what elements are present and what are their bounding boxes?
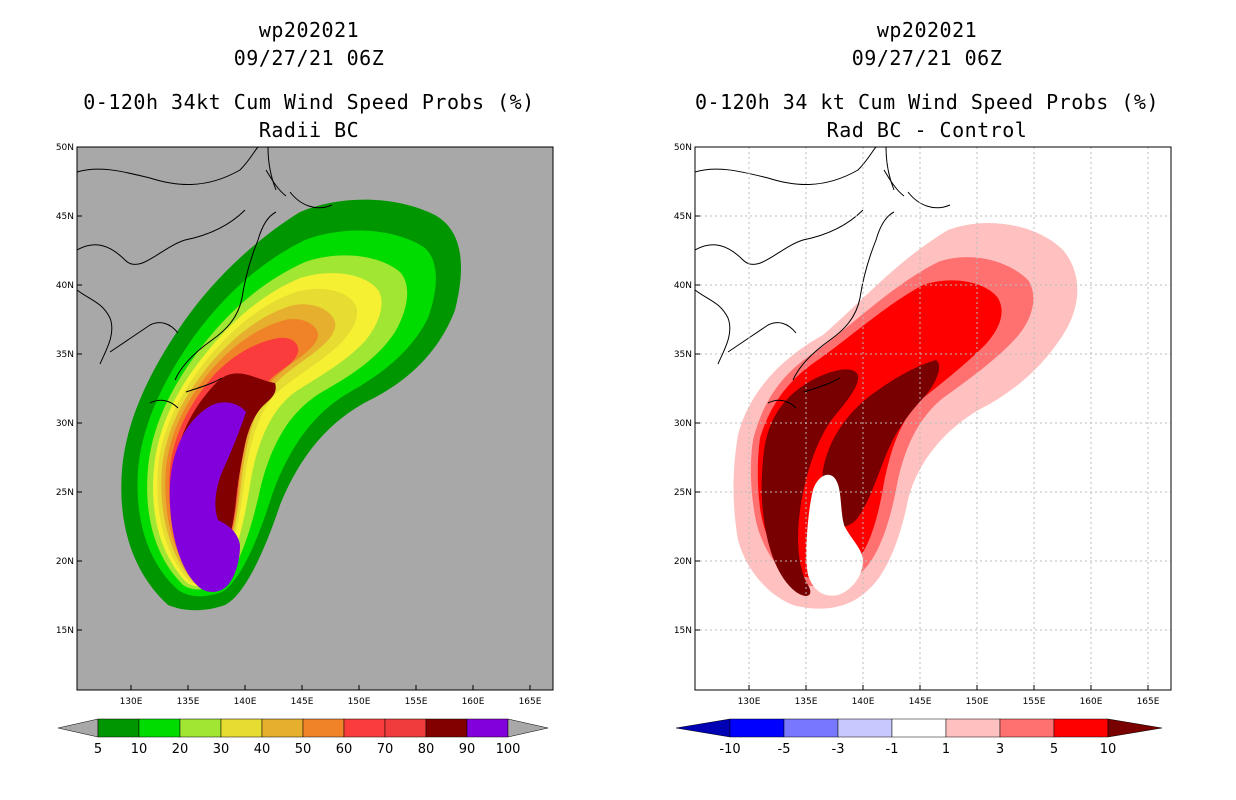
colorbar-swatch bbox=[384, 718, 427, 738]
subtitle: Radii BC bbox=[258, 118, 360, 142]
lon-tick-label: 130E bbox=[738, 697, 761, 707]
lon-tick-label: 135E bbox=[177, 697, 200, 707]
colorbar-swatch bbox=[261, 718, 304, 738]
lat-tick-label: 30N bbox=[56, 419, 74, 429]
colorbar-label: 80 bbox=[418, 742, 435, 757]
product-title: 0-120h 34 kt Cum Wind Speed Probs (%) bbox=[694, 90, 1160, 114]
difference-map: 130E 135E 140E 145E 150E 155E 160E 165E 50N 45N 40… bbox=[674, 143, 1172, 757]
prob-90-band bbox=[169, 402, 246, 592]
lon-tick-label: 165E bbox=[519, 697, 542, 707]
colorbar-swatch bbox=[945, 718, 1001, 738]
lon-tick-label: 145E bbox=[291, 697, 314, 707]
lon-tick-label: 130E bbox=[120, 697, 143, 707]
colorbar-arrow-left bbox=[57, 718, 99, 738]
coastlines bbox=[695, 147, 951, 409]
colorbar-label: -5 bbox=[778, 742, 791, 757]
datetime-title: 09/27/21 06Z bbox=[851, 46, 1003, 70]
lat-tick-label: 20N bbox=[56, 557, 74, 567]
colorbar-swatch bbox=[729, 718, 785, 738]
colorbar-label: 100 bbox=[496, 742, 521, 757]
lon-tick-label: 145E bbox=[909, 697, 932, 707]
lat-tick-label: 20N bbox=[674, 557, 692, 567]
datetime-title: 09/27/21 06Z bbox=[233, 46, 385, 70]
colorbar-label: 30 bbox=[213, 742, 230, 757]
diff-10-band-west bbox=[761, 369, 859, 596]
colorbar-label: 10 bbox=[1100, 742, 1117, 757]
lon-tick-label: 160E bbox=[462, 697, 485, 707]
colorbar-swatch bbox=[837, 718, 893, 738]
lat-tick-label: 35N bbox=[674, 350, 692, 360]
lat-tick-label: 40N bbox=[56, 281, 74, 291]
lon-tick-label: 135E bbox=[795, 697, 818, 707]
colorbar-label: 40 bbox=[254, 742, 271, 757]
colorbar-swatch bbox=[1053, 718, 1109, 738]
colorbar-swatch bbox=[891, 718, 947, 738]
colorbar-arrow-left bbox=[675, 718, 731, 738]
colorbar-arrow-right bbox=[1107, 718, 1163, 738]
lat-tick-label: 25N bbox=[674, 488, 692, 498]
difference-contours bbox=[733, 222, 1078, 609]
colorbar-label: 70 bbox=[377, 742, 394, 757]
colorbar-label: 3 bbox=[996, 742, 1004, 757]
diff-neutral-pocket bbox=[806, 474, 863, 596]
lat-tick-label: 45N bbox=[56, 212, 74, 222]
colorbar-label: 20 bbox=[172, 742, 189, 757]
lat-tick-label: 50N bbox=[674, 143, 692, 153]
colorbar-label: 10 bbox=[131, 742, 148, 757]
colorbar-swatch bbox=[425, 718, 468, 738]
colorbar-arrow-right bbox=[507, 718, 549, 738]
colorbar-swatch bbox=[138, 718, 181, 738]
lat-tick-label: 15N bbox=[56, 626, 74, 636]
colorbar-label: -3 bbox=[832, 742, 845, 757]
lat-tick-label: 50N bbox=[56, 143, 74, 153]
map-frame bbox=[76, 146, 554, 691]
probability-map: 130E 135E 140E 145E 150E 155E 160E 165E 50N 45N 40… bbox=[56, 143, 554, 757]
probability-contours bbox=[121, 199, 461, 611]
colorbar-swatch bbox=[343, 718, 386, 738]
colorbar-swatch bbox=[466, 718, 509, 738]
storm-id-title: wp202021 bbox=[258, 18, 360, 42]
colorbar-label: 1 bbox=[942, 742, 950, 757]
colorbar-swatch bbox=[179, 718, 222, 738]
lat-tick-label: 30N bbox=[674, 419, 692, 429]
colorbar-label: -10 bbox=[719, 742, 740, 757]
lon-tick-label: 140E bbox=[234, 697, 257, 707]
lat-tick-label: 25N bbox=[56, 488, 74, 498]
left-panel: wp202021 09/27/21 06Z 0-120h 34kt Cum Wi… bbox=[56, 18, 554, 757]
product-title: 0-120h 34kt Cum Wind Speed Probs (%) bbox=[83, 90, 535, 114]
right-panel: wp202021 09/27/21 06Z 0-120h 34 kt Cum W… bbox=[618, 0, 1236, 800]
colorbar-swatch bbox=[783, 718, 839, 738]
colorbar-swatch bbox=[97, 718, 140, 738]
lon-tick-label: 155E bbox=[405, 697, 428, 707]
colorbar-label: 50 bbox=[295, 742, 312, 757]
lon-tick-label: 155E bbox=[1023, 697, 1046, 707]
lat-tick-label: 15N bbox=[674, 626, 692, 636]
subtitle: Rad BC - Control bbox=[826, 118, 1028, 142]
lat-tick-label: 35N bbox=[56, 350, 74, 360]
coastlines bbox=[77, 147, 333, 409]
lat-tick-label: 45N bbox=[674, 212, 692, 222]
lon-tick-label: 150E bbox=[348, 697, 371, 707]
colorbar-swatch bbox=[999, 718, 1055, 738]
colorbar-swatch bbox=[220, 718, 263, 738]
lon-tick-label: 140E bbox=[852, 697, 875, 707]
colorbar-label: 5 bbox=[94, 742, 102, 757]
colorbar-swatch bbox=[302, 718, 345, 738]
colorbar-label: 60 bbox=[336, 742, 353, 757]
map-frame bbox=[694, 146, 1172, 691]
lon-tick-label: 160E bbox=[1080, 697, 1103, 707]
storm-id-title: wp202021 bbox=[876, 18, 978, 42]
lon-tick-label: 150E bbox=[966, 697, 989, 707]
colorbar-label: -1 bbox=[886, 742, 899, 757]
colorbar-label: 90 bbox=[459, 742, 476, 757]
diff-10-band-east bbox=[821, 360, 940, 527]
colorbar-label: 5 bbox=[1050, 742, 1058, 757]
lat-tick-label: 40N bbox=[674, 281, 692, 291]
lon-tick-label: 165E bbox=[1137, 697, 1160, 707]
